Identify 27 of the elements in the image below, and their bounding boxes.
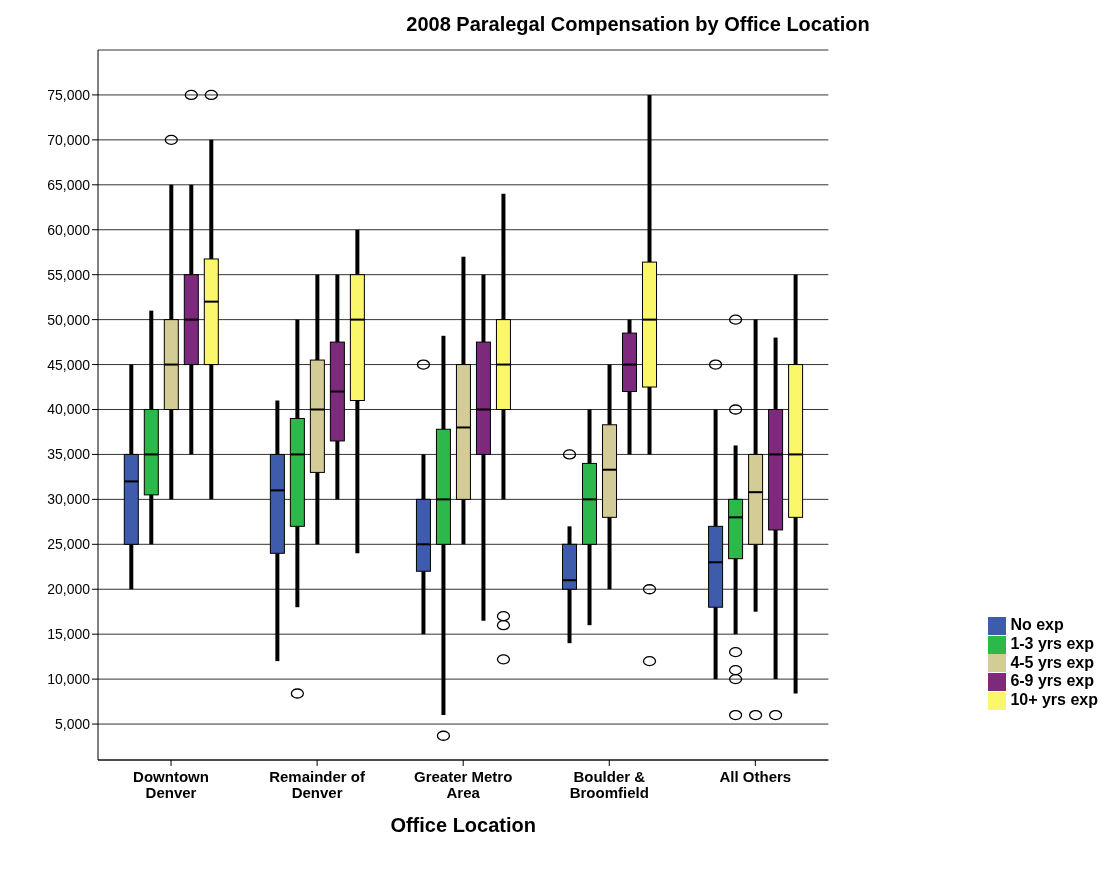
x-tick-label: Downtown Denver bbox=[133, 768, 209, 801]
y-tick-label: 75,000 bbox=[47, 86, 91, 103]
x-tick-label: Greater Metro Area bbox=[414, 768, 513, 801]
legend-label: 10+ yrs exp bbox=[1010, 691, 1098, 709]
y-tick-label: 45,000 bbox=[47, 356, 91, 373]
y-tick-label: 25,000 bbox=[47, 536, 91, 553]
y-tick-label: 30,000 bbox=[47, 491, 91, 508]
y-tick-label: 10,000 bbox=[47, 671, 91, 688]
y-tick-label: 35,000 bbox=[47, 446, 91, 463]
y-tick-label: 65,000 bbox=[47, 176, 91, 193]
x-tick-label: Remainder of Denver bbox=[269, 768, 367, 801]
y-tick-label: 70,000 bbox=[47, 131, 91, 148]
legend-label: No exp bbox=[1010, 616, 1064, 634]
y-tick-label: 40,000 bbox=[47, 401, 91, 418]
y-tick-label: 5,000 bbox=[54, 716, 91, 733]
y-tick-label: 15,000 bbox=[47, 626, 91, 643]
legend-label: 6-9 yrs exp bbox=[1010, 672, 1094, 690]
y-tick-label: 60,000 bbox=[47, 221, 91, 238]
y-tick-label: 50,000 bbox=[47, 311, 91, 328]
x-axis-title: Office Location bbox=[390, 814, 536, 836]
x-tick-label: Boulder & Broomfield bbox=[569, 768, 649, 801]
legend-label: 4-5 yrs exp bbox=[1010, 653, 1094, 671]
x-tick-label: All Others bbox=[719, 768, 792, 785]
y-tick-label: 55,000 bbox=[47, 266, 91, 283]
legend-label: 1-3 yrs exp bbox=[1010, 634, 1094, 652]
y-tick-label: 20,000 bbox=[47, 581, 91, 598]
chart-title: 2008 Paralegal Compensation by Office Location bbox=[405, 12, 871, 37]
